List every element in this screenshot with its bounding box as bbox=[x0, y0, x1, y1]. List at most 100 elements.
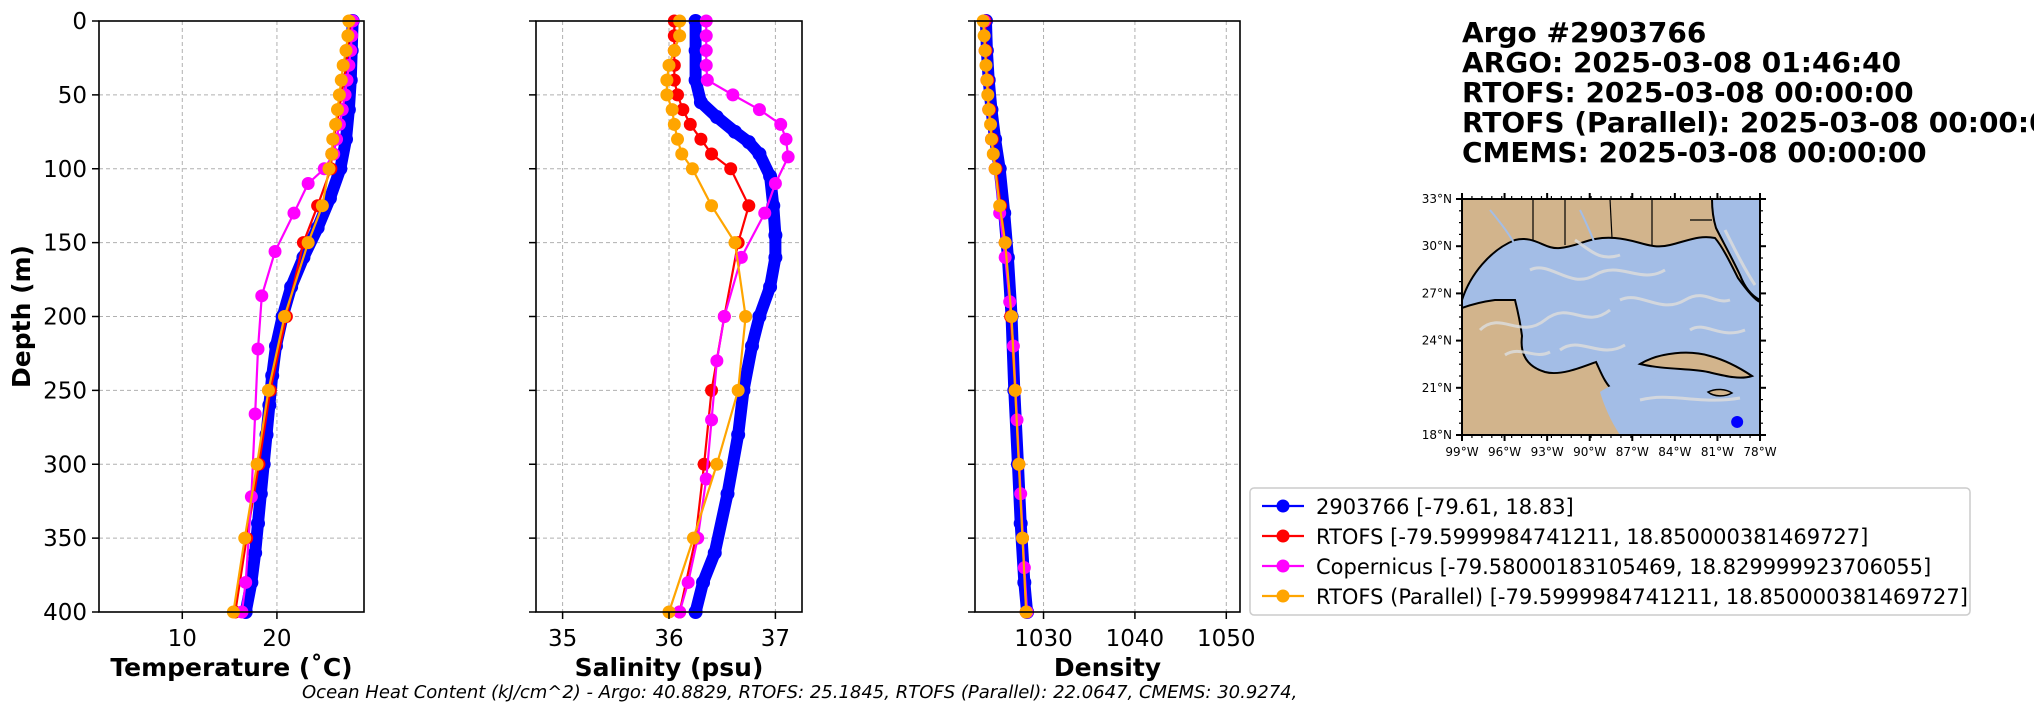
x-tick-label: 20 bbox=[262, 626, 291, 652]
legend-label: RTOFS (Parallel) [-79.5999984741211, 18.… bbox=[1316, 585, 1968, 609]
temperature-panel: 0 50 100 150 200 250 300 350 400 10 20Temperature … bbox=[7, 9, 365, 682]
map-lon-label: 96°W bbox=[1488, 445, 1521, 459]
data-point-2903766 bbox=[720, 486, 735, 501]
data-point-copernicus bbox=[768, 177, 782, 191]
map-rivers bbox=[1489, 209, 1597, 247]
data-point-2903766 bbox=[339, 132, 354, 147]
data-point-copernicus bbox=[752, 103, 766, 117]
data-point-rtofs-parallel bbox=[993, 199, 1007, 213]
data-point-copernicus bbox=[781, 150, 795, 164]
density-panel: 1030 1040 1050 Density bbox=[968, 14, 1256, 682]
data-point-rtofs-parallel bbox=[667, 44, 681, 58]
data-point-rtofs-parallel bbox=[739, 310, 753, 323]
data-point-rtofs-parallel bbox=[238, 531, 252, 545]
map-lon-label: 90°W bbox=[1573, 445, 1606, 459]
data-point-rtofs-parallel bbox=[326, 132, 340, 146]
location-map: 33°N 30°N 27°N 24°N 21°N 18°N 99°W 96°W 93°W 90°W… bbox=[1422, 192, 1777, 459]
data-point-copernicus bbox=[239, 575, 253, 589]
y-tick-label: 100 bbox=[43, 157, 87, 183]
y-tick-label: 250 bbox=[43, 378, 87, 404]
x-tick-label: 1050 bbox=[1197, 626, 1256, 652]
data-point-rtofs-parallel bbox=[986, 147, 1000, 161]
data-point-copernicus bbox=[248, 407, 262, 421]
data-point-2903766 bbox=[248, 545, 263, 560]
map-lat-label: 24°N bbox=[1422, 334, 1452, 348]
salinity-x-axis-label: Salinity (psu) bbox=[575, 653, 764, 682]
data-point-rtofs-parallel bbox=[982, 103, 996, 117]
data-point-copernicus bbox=[717, 310, 731, 323]
data-point-copernicus bbox=[705, 413, 719, 427]
data-point-copernicus bbox=[287, 206, 301, 220]
data-point-rtofs-parallel bbox=[1016, 531, 1030, 545]
data-point-rtofs-parallel bbox=[250, 457, 264, 471]
data-point-rtofs bbox=[676, 103, 690, 117]
map-lat-label: 27°N bbox=[1422, 286, 1452, 300]
data-point-2903766 bbox=[768, 250, 783, 265]
data-point-rtofs bbox=[683, 117, 697, 131]
argo-float-marker bbox=[1731, 415, 1744, 428]
data-point-rtofs-parallel bbox=[662, 58, 676, 72]
title-line-argo-id: Argo #2903766 bbox=[1462, 16, 1706, 49]
data-point-rtofs-parallel bbox=[660, 73, 674, 87]
data-point-rtofs-parallel bbox=[728, 236, 742, 250]
data-point-2903766 bbox=[744, 339, 759, 354]
data-point-copernicus bbox=[251, 342, 265, 356]
data-point-2903766 bbox=[731, 427, 746, 442]
data-point-rtofs-parallel bbox=[984, 117, 998, 131]
legend-label: Copernicus [-79.58000183105469, 18.82999… bbox=[1316, 555, 1931, 579]
data-point-rtofs bbox=[724, 162, 738, 176]
data-point-2903766 bbox=[707, 545, 722, 560]
data-point-rtofs-parallel bbox=[334, 73, 348, 87]
map-currents bbox=[1478, 229, 1757, 402]
data-point-copernicus bbox=[710, 354, 724, 368]
data-point-2903766 bbox=[333, 161, 348, 176]
data-point-rtofs-parallel bbox=[979, 58, 993, 72]
data-point-rtofs-parallel bbox=[673, 29, 687, 43]
data-point-rtofs-parallel bbox=[322, 162, 336, 176]
data-point-2903766 bbox=[752, 146, 767, 161]
map-lon-label: 81°W bbox=[1701, 445, 1734, 459]
title-line-rtofs-time: RTOFS: 2025-03-08 00:00:00 bbox=[1462, 76, 1914, 109]
data-point-2903766 bbox=[768, 228, 783, 243]
data-point-copernicus bbox=[699, 29, 713, 43]
x-tick-label: 35 bbox=[548, 626, 577, 652]
data-point-rtofs-parallel bbox=[977, 29, 991, 43]
map-lat-label: 30°N bbox=[1422, 239, 1452, 253]
legend-marker bbox=[1276, 559, 1290, 573]
data-point-2903766 bbox=[741, 135, 756, 150]
data-point-2903766 bbox=[727, 124, 742, 139]
data-point-rtofs-parallel bbox=[339, 44, 353, 58]
legend-marker bbox=[1276, 589, 1290, 603]
data-point-rtofs-parallel bbox=[329, 117, 343, 131]
data-point-rtofs-parallel bbox=[301, 236, 315, 250]
data-point-copernicus bbox=[726, 88, 740, 102]
data-point-2903766 bbox=[688, 43, 703, 58]
map-lat-label: 21°N bbox=[1422, 381, 1452, 395]
data-point-copernicus bbox=[268, 244, 282, 258]
data-point-rtofs bbox=[742, 199, 756, 213]
x-tick-label: 1030 bbox=[1014, 626, 1073, 652]
map-cuba bbox=[1637, 351, 1755, 379]
x-tick-label: 1040 bbox=[1106, 626, 1165, 652]
data-point-rtofs-parallel bbox=[336, 58, 350, 72]
legend-label: 2903766 [-79.61, 18.83] bbox=[1316, 495, 1574, 519]
data-point-rtofs-parallel bbox=[686, 531, 700, 545]
data-point-rtofs-parallel bbox=[325, 147, 339, 161]
depth-axis-label: Depth (m) bbox=[7, 245, 36, 388]
y-tick-label: 0 bbox=[72, 9, 87, 35]
data-point-2903766 bbox=[752, 309, 767, 324]
legend-label: RTOFS [-79.5999984741211, 18.85000038146… bbox=[1316, 525, 1868, 549]
data-point-rtofs bbox=[694, 132, 708, 146]
data-point-rtofs bbox=[705, 147, 719, 161]
data-point-2903766 bbox=[693, 95, 708, 110]
map-jamaica bbox=[1706, 388, 1734, 397]
data-point-rtofs bbox=[705, 383, 719, 397]
data-point-copernicus bbox=[700, 73, 714, 87]
map-ticks: 33°N 30°N 27°N 24°N 21°N 18°N 99°W 96°W 93°W 90°W… bbox=[1422, 192, 1777, 459]
data-point-rtofs-parallel bbox=[705, 199, 719, 213]
data-point-rtofs-parallel bbox=[710, 457, 724, 471]
data-point-rtofs-parallel bbox=[685, 162, 699, 176]
data-point-copernicus bbox=[699, 44, 713, 58]
map-lat-label: 33°N bbox=[1422, 192, 1452, 206]
